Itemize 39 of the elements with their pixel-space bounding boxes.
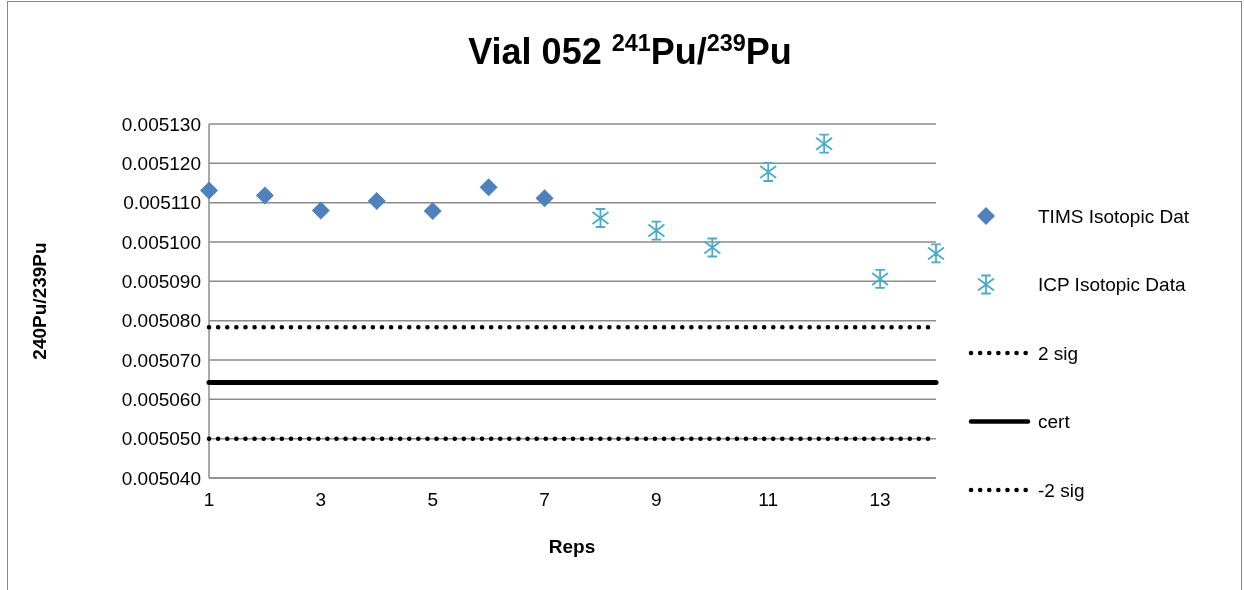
y-tick-label: 0.005080 bbox=[121, 310, 201, 332]
legend-label: ICP Isotopic Data bbox=[1038, 274, 1186, 296]
point bbox=[367, 192, 386, 211]
y-tick-label: 0.005060 bbox=[121, 388, 201, 410]
point bbox=[479, 178, 498, 197]
legend-label: -2 sig bbox=[1038, 479, 1085, 501]
point bbox=[200, 181, 218, 200]
x-tick-label: 7 bbox=[539, 489, 550, 510]
chart-title: Vial 052 $^{241}$Pu/$^{239}$Pu bbox=[468, 30, 792, 72]
legend-label: TIMS Isotopic Dat bbox=[1038, 205, 1190, 227]
x-tick-label: 1 bbox=[203, 489, 215, 510]
y-axis-title: 240Pu/239Pu bbox=[29, 242, 50, 360]
point bbox=[815, 133, 834, 154]
y-tick-label: 0.005070 bbox=[121, 349, 201, 371]
x-tick-label: 3 bbox=[315, 489, 327, 510]
y-tick-label: 0.005040 bbox=[121, 467, 201, 489]
x-axis-title: Reps bbox=[548, 536, 596, 557]
x-tick-label: 13 bbox=[869, 489, 891, 510]
point bbox=[255, 186, 274, 205]
legend-label: 2 sig bbox=[1038, 342, 1079, 364]
point bbox=[311, 201, 330, 220]
y-tick-label: 0.005110 bbox=[123, 192, 201, 214]
y-tick-label: 0.005100 bbox=[121, 231, 201, 253]
x-tick-label: 5 bbox=[427, 489, 438, 510]
legend-label: cert bbox=[1038, 411, 1071, 433]
y-tick-label: 0.005050 bbox=[121, 428, 201, 450]
point bbox=[591, 208, 610, 228]
y-tick-label: 0.005090 bbox=[121, 270, 201, 292]
point bbox=[927, 243, 945, 264]
y-tick-label: 0.005120 bbox=[121, 152, 201, 174]
point bbox=[703, 237, 722, 258]
point bbox=[759, 162, 778, 182]
x-tick-label: 11 bbox=[758, 489, 779, 510]
point bbox=[423, 201, 442, 220]
point bbox=[535, 189, 554, 208]
x-tick-label: 9 bbox=[651, 489, 662, 510]
y-tick-label: 0.005130 bbox=[121, 113, 201, 135]
point bbox=[647, 220, 666, 241]
point bbox=[871, 269, 889, 289]
